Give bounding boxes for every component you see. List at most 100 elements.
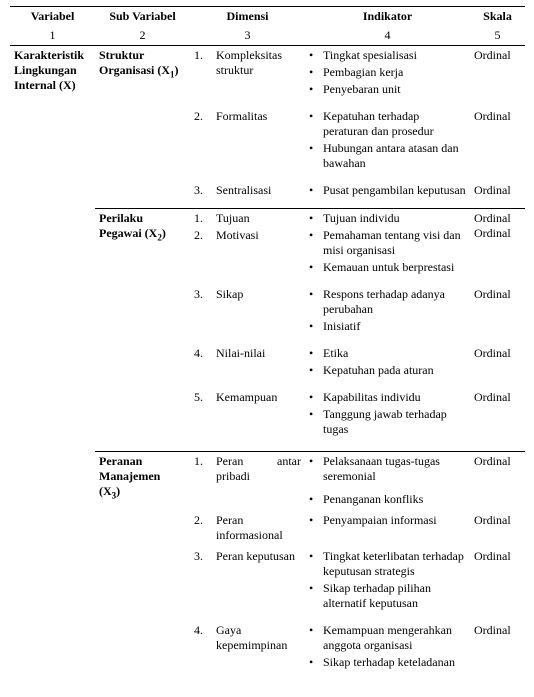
ind-text: Etika: [323, 346, 348, 361]
subvariabel-cell: Struktur Organisasi (X1): [95, 46, 190, 209]
dim-label: Sentralisasi: [216, 183, 271, 198]
ind-text: Inisiatif: [323, 319, 360, 334]
ind-text: Tanggung jawab terhadap tugas: [323, 407, 466, 437]
bullet-icon: •: [309, 581, 317, 611]
bullet-icon: •: [309, 82, 317, 97]
dimensi-cell: 3. Sikap: [190, 285, 305, 344]
dim-label: Peran antar pribadi: [216, 454, 301, 484]
bullet-icon: •: [309, 346, 317, 361]
indikator-cell: •Kepatuhan terhadap peraturan dan prosed…: [305, 107, 470, 181]
bullet-icon: •: [309, 48, 317, 63]
variable-table: Variabel Sub Variabel Dimensi Indikator …: [10, 6, 525, 674]
dim-num: 3.: [194, 287, 208, 302]
skala-cell: Ordinal: [470, 107, 525, 181]
bullet-icon: •: [309, 363, 317, 378]
dim-num: 3.: [194, 549, 208, 564]
bullet-icon: •: [309, 407, 317, 437]
skala-text: Ordinal: [474, 211, 511, 225]
col-dimensi: Dimensi: [190, 7, 305, 27]
dim-label: Peran informasional: [216, 513, 301, 543]
sub2-title-b: Pegawai (X: [99, 226, 157, 240]
bullet-icon: •: [309, 287, 317, 317]
sub3-title-c: (X: [99, 484, 112, 498]
sub2-title-c: ): [162, 226, 166, 240]
dim-num: 2.: [194, 228, 208, 243]
dim-label: Gaya kepemimpinan: [216, 623, 301, 653]
bullet-icon: •: [309, 549, 317, 579]
variabel-cell: Karakteristik Lingkungan Internal (X): [10, 46, 95, 675]
table-header-row: Variabel Sub Variabel Dimensi Indikator …: [10, 7, 525, 27]
colnum-4: 4: [305, 26, 470, 46]
colnum-1: 1: [10, 26, 95, 46]
dim-num: 3.: [194, 183, 208, 198]
skala-cell: Ordinal: [470, 285, 525, 344]
ind-text: Kepatuhan terhadap peraturan dan prosedu…: [323, 109, 466, 139]
table-row: Karakteristik Lingkungan Internal (X) St…: [10, 46, 525, 108]
subvariabel-cell: Perilaku Pegawai (X2): [95, 209, 190, 452]
sub1-title-c: ): [175, 63, 179, 77]
ind-text: Pemahaman tentang visi dan misi organisa…: [323, 228, 466, 258]
dimensi-cell: 1.Tujuan 2.Motivasi: [190, 209, 305, 286]
dimensi-cell: 3. Sentralisasi: [190, 181, 305, 209]
dimensi-cell: 4.Nilai-nilai: [190, 344, 305, 388]
dim-label: Sikap: [216, 287, 243, 302]
skala-cell: Ordinal: [470, 621, 525, 674]
ind-text: Kemampuan mengerahkan anggota organisasi: [323, 623, 466, 653]
subvariabel-cell: Peranan Manajemen (X3): [95, 452, 190, 675]
dimensi-cell: 1. Peran antar pribadi: [190, 452, 305, 512]
dim-num: 2.: [194, 109, 208, 124]
indikator-cell: •Pusat pengambilan keputusan: [305, 181, 470, 209]
ind-text: Penyebaran unit: [323, 82, 401, 97]
dim-label: Formalitas: [216, 109, 267, 124]
col-skala: Skala: [470, 7, 525, 27]
ind-text: Pelaksanaan tugas-tugas seremonial: [323, 454, 466, 484]
colnum-3: 3: [190, 26, 305, 46]
sub3-title-a: Peranan: [99, 454, 142, 468]
ind-text: Sikap terhadap pilihan alternatif keputu…: [323, 581, 466, 611]
skala-cell: Ordinal: [470, 547, 525, 621]
dimensi-cell: 3. Peran keputusan: [190, 547, 305, 621]
dim-num: 1.: [194, 454, 208, 484]
bullet-icon: •: [309, 319, 317, 334]
sub2-title-a: Perilaku: [99, 211, 143, 225]
bullet-icon: •: [309, 492, 317, 507]
bullet-icon: •: [309, 109, 317, 139]
bullet-icon: •: [309, 655, 317, 670]
ind-text: Sikap terhadap keteladanan: [323, 655, 455, 670]
skala-cell: Ordinal Ordinal: [470, 209, 525, 286]
bullet-icon: •: [309, 260, 317, 275]
ind-text: Kapabilitas individu: [323, 390, 421, 405]
dim-label: Kemampuan: [216, 390, 277, 405]
skala-cell: Ordinal: [470, 46, 525, 108]
dim-label: Peran keputusan: [216, 549, 295, 564]
ind-text: Penyampaian informasi: [323, 513, 437, 528]
bullet-icon: •: [309, 65, 317, 80]
indikator-cell: • Tingkat spesialisasi • Pembagian kerja •…: [305, 46, 470, 108]
dim-label: Tujuan: [216, 211, 250, 226]
ind-text: Kemauan untuk berprestasi: [323, 260, 454, 275]
bullet-icon: •: [309, 211, 317, 226]
bullet-icon: •: [309, 513, 317, 528]
indikator-cell: •Etika •Kepatuhan pada aturan: [305, 344, 470, 388]
skala-cell: Ordinal: [470, 452, 525, 512]
variabel-text: Karakteristik Lingkungan Internal (X): [14, 48, 84, 92]
indikator-cell: • Kemampuan mengerahkan anggota organisas…: [305, 621, 470, 674]
sub1-title-a: Struktur: [99, 48, 144, 62]
dim-num: 1.: [194, 211, 208, 226]
indikator-cell: •Pelaksanaan tugas-tugas seremonial •Pen…: [305, 452, 470, 512]
ind-text: Penanganan konfliks: [323, 492, 423, 507]
dimensi-cell: 1.Kompleksitas struktur: [190, 46, 305, 108]
skala-cell: Ordinal: [470, 344, 525, 388]
skala-cell: Ordinal: [470, 388, 525, 447]
colnum-2: 2: [95, 26, 190, 46]
ind-text: Tujuan individu: [323, 211, 400, 226]
bullet-icon: •: [309, 454, 317, 484]
ind-text: Tingkat spesialisasi: [323, 48, 417, 63]
dimensi-cell: 5. Kemampuan: [190, 388, 305, 447]
bullet-icon: •: [309, 228, 317, 258]
ind-text: Pusat pengambilan keputusan: [323, 183, 466, 198]
indikator-cell: •Kapabilitas individu •Tanggung jawab te…: [305, 388, 470, 447]
ind-text: Pembagian kerja: [323, 65, 403, 80]
dim-num: 5.: [194, 390, 208, 405]
sub3-title-b: Manajemen: [99, 469, 160, 483]
